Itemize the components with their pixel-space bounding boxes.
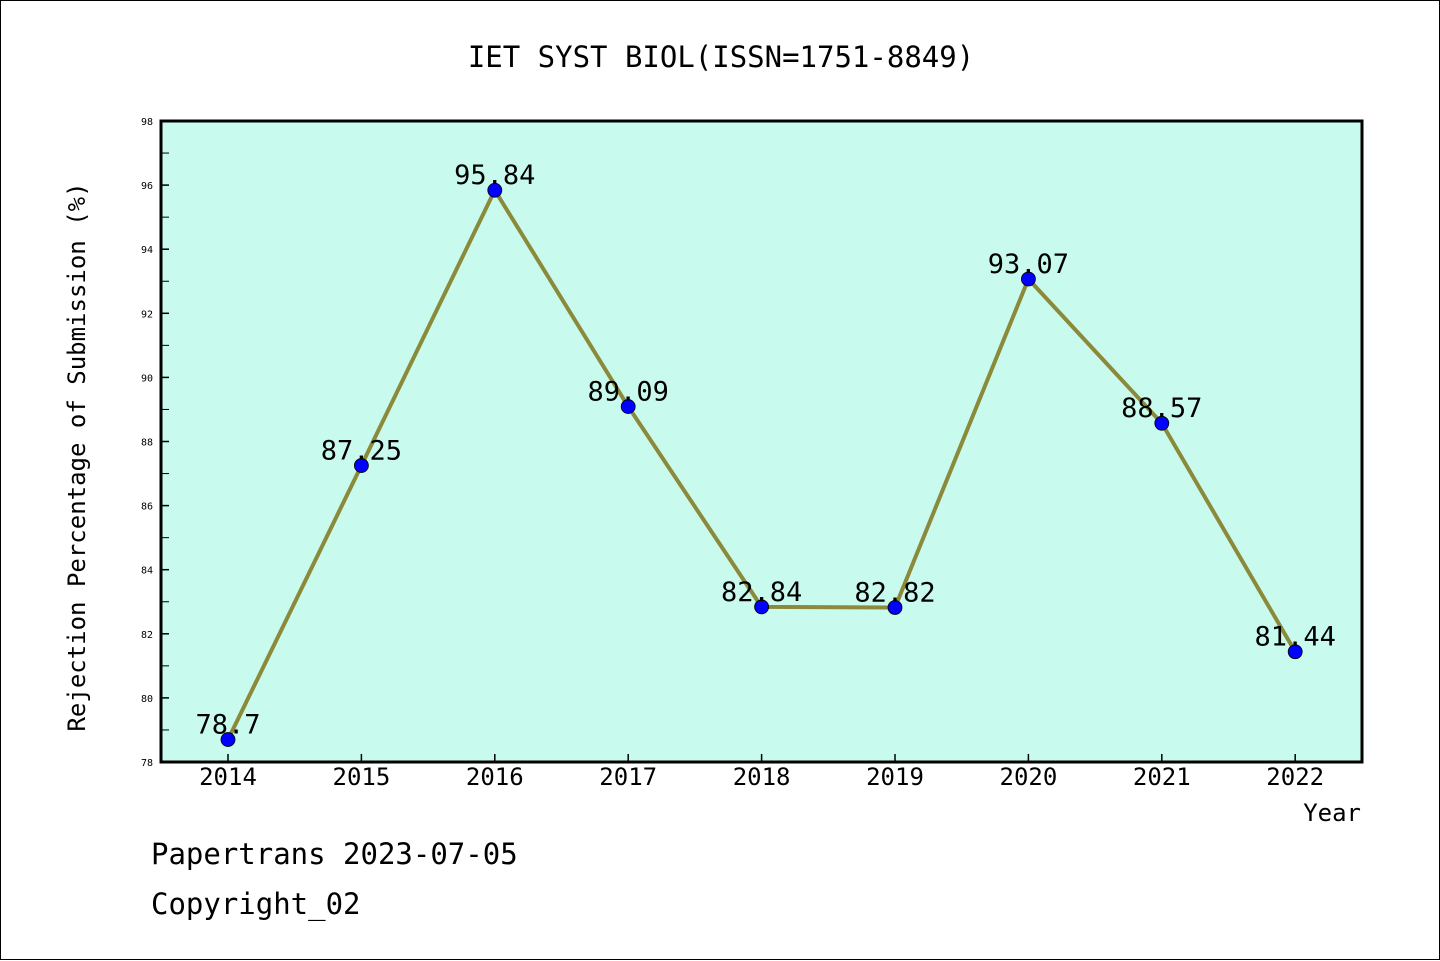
data-point bbox=[887, 600, 903, 615]
data-label: 89.09 bbox=[588, 377, 669, 408]
data-point bbox=[353, 458, 369, 473]
y-tick-label: 88 bbox=[141, 438, 153, 449]
y-tick-label: 94 bbox=[141, 245, 153, 256]
y-tick-label: 84 bbox=[141, 566, 153, 577]
data-point bbox=[487, 182, 503, 198]
x-tick-label: 2022 bbox=[1266, 763, 1324, 791]
data-point bbox=[1287, 644, 1303, 660]
y-tick-label: 98 bbox=[141, 117, 153, 128]
data-point bbox=[620, 399, 636, 414]
y-tick-label: 90 bbox=[141, 373, 153, 384]
data-label: 82.82 bbox=[854, 578, 935, 609]
data-label: 82.84 bbox=[721, 577, 802, 608]
chart-title: IET SYST BIOL(ISSN=1751-8849) bbox=[468, 40, 974, 74]
x-tick-label: 2015 bbox=[333, 763, 391, 791]
data-label: 95.84 bbox=[454, 160, 535, 191]
data-label: 88.57 bbox=[1121, 393, 1202, 424]
plot-area bbox=[161, 121, 1362, 762]
data-label: 78.7 bbox=[195, 710, 260, 741]
y-axis-label: Rejection Percentage of Submission (%) bbox=[63, 182, 91, 731]
data-point bbox=[220, 732, 236, 747]
footer-date: Papertrans 2023-07-05 bbox=[151, 837, 518, 871]
x-tick-label: 2014 bbox=[199, 763, 257, 791]
x-tick-label: 2016 bbox=[466, 763, 524, 791]
data-point bbox=[754, 599, 769, 615]
y-tick-label: 86 bbox=[141, 502, 153, 513]
x-axis-ticks: 2014 2015 2016 2017 2018 2019 2020 2021 2022 bbox=[199, 754, 1324, 791]
data-label: 93.07 bbox=[988, 249, 1069, 280]
data-label: 87.25 bbox=[321, 436, 402, 467]
data-point bbox=[1154, 415, 1170, 431]
data-labels: 78.7 87.25 95.84 89.09 82.84 82.82 93.07 88.57 8… bbox=[195, 160, 1335, 740]
x-tick-label: 2021 bbox=[1133, 763, 1191, 791]
x-tick-label: 2020 bbox=[1000, 763, 1058, 791]
y-tick-label: 80 bbox=[141, 694, 153, 705]
x-tick-label: 2018 bbox=[733, 763, 791, 791]
series-rejection bbox=[220, 182, 1303, 747]
x-tick-label: 2017 bbox=[599, 763, 657, 791]
x-axis-label: Year bbox=[1303, 799, 1361, 827]
x-tick-label: 2019 bbox=[866, 763, 924, 791]
y-tick-label: 92 bbox=[141, 309, 153, 320]
data-label: 81.44 bbox=[1255, 622, 1336, 653]
footer-copyright: Copyright_02 bbox=[151, 887, 361, 921]
y-tick-label: 96 bbox=[141, 181, 153, 192]
y-tick-label: 78 bbox=[141, 758, 153, 769]
data-point bbox=[1021, 271, 1036, 287]
plot-border bbox=[159, 119, 1364, 764]
y-tick-label: 82 bbox=[141, 630, 153, 641]
